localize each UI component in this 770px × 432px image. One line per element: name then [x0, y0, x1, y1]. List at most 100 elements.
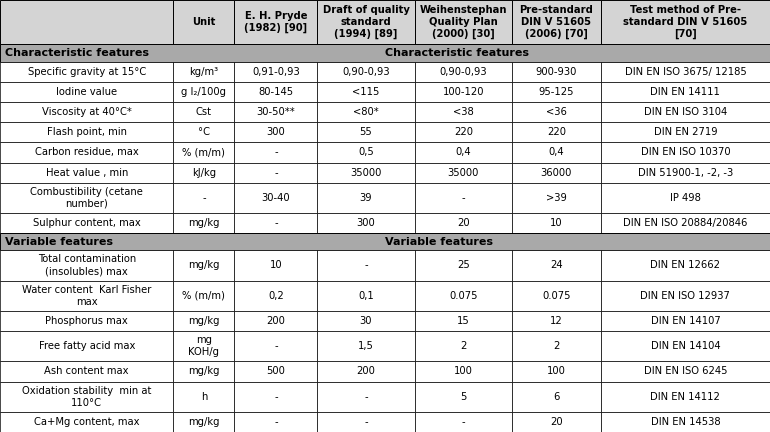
Text: kJ/kg: kJ/kg [192, 168, 216, 178]
Text: % (m/m): % (m/m) [182, 147, 226, 157]
Text: -: - [202, 193, 206, 203]
Text: <115: <115 [352, 87, 380, 97]
Text: 300: 300 [266, 127, 285, 137]
Bar [173, 122, 234, 142]
Bar [317, 142, 414, 162]
Text: 30: 30 [360, 316, 372, 326]
Text: 12: 12 [550, 316, 563, 326]
Text: Combustibility (cetane
number): Combustibility (cetane number) [30, 187, 143, 209]
Bar [0, 183, 173, 213]
Text: DIN EN ISO 3675/ 12185: DIN EN ISO 3675/ 12185 [624, 67, 746, 76]
Bar [0, 250, 173, 281]
Text: -: - [274, 147, 278, 157]
Text: DIN EN 14111: DIN EN 14111 [651, 87, 720, 97]
Text: -: - [274, 417, 278, 427]
Text: 0,5: 0,5 [358, 147, 374, 157]
Text: 100: 100 [547, 366, 566, 376]
Text: 35000: 35000 [350, 168, 382, 178]
Bar [601, 142, 770, 162]
Bar [512, 311, 601, 331]
Bar [601, 213, 770, 233]
Text: -: - [461, 417, 465, 427]
Text: % (m/m): % (m/m) [182, 291, 226, 301]
Text: DIN EN ISO 3104: DIN EN ISO 3104 [644, 107, 727, 117]
Bar [317, 311, 414, 331]
Text: 0,90-0,93: 0,90-0,93 [440, 67, 487, 76]
Text: Characteristic features: Characteristic features [5, 48, 149, 58]
Text: Sulphur content, max: Sulphur content, max [33, 218, 141, 228]
Bar [173, 412, 234, 432]
Bar [234, 183, 317, 213]
Bar [0, 213, 173, 233]
Text: 200: 200 [357, 366, 376, 376]
Bar [601, 381, 770, 412]
Text: 2: 2 [553, 341, 560, 351]
Text: 0,91-0,93: 0,91-0,93 [252, 67, 300, 76]
Bar [414, 102, 512, 122]
Bar [512, 62, 601, 82]
Text: 900-930: 900-930 [536, 67, 577, 76]
Bar [0, 381, 173, 412]
Text: 95-125: 95-125 [538, 87, 574, 97]
Bar [173, 82, 234, 102]
Text: h: h [201, 392, 207, 402]
Text: Specific gravity at 15°C: Specific gravity at 15°C [28, 67, 146, 76]
Text: Viscosity at 40°C*: Viscosity at 40°C* [42, 107, 132, 117]
Text: 500: 500 [266, 366, 285, 376]
Text: -: - [274, 218, 278, 228]
Text: DIN EN 14107: DIN EN 14107 [651, 316, 720, 326]
Bar [173, 162, 234, 183]
Bar [317, 162, 414, 183]
Bar [0, 361, 173, 381]
Bar [414, 311, 512, 331]
Bar [512, 162, 601, 183]
Text: DIN EN ISO 20884/20846: DIN EN ISO 20884/20846 [623, 218, 748, 228]
Bar [317, 62, 414, 82]
Text: Weihenstephan
Quality Plan
(2000) [30]: Weihenstephan Quality Plan (2000) [30] [420, 5, 507, 39]
Text: 10: 10 [270, 260, 282, 270]
Text: -: - [364, 260, 368, 270]
Bar [234, 281, 317, 311]
Text: mg/kg: mg/kg [188, 316, 219, 326]
Text: 20: 20 [457, 218, 470, 228]
Text: Free fatty acid max: Free fatty acid max [38, 341, 135, 351]
Bar [0, 142, 173, 162]
Bar [234, 311, 317, 331]
Bar [234, 381, 317, 412]
Text: E. H. Pryde
(1982) [90]: E. H. Pryde (1982) [90] [244, 11, 307, 33]
Text: 1,5: 1,5 [358, 341, 374, 351]
Bar [234, 412, 317, 432]
Text: 220: 220 [547, 127, 566, 137]
Bar [601, 102, 770, 122]
Text: >39: >39 [546, 193, 567, 203]
Bar [0, 44, 770, 62]
Text: 220: 220 [454, 127, 473, 137]
Text: 0,1: 0,1 [358, 291, 374, 301]
Bar [173, 331, 234, 361]
Bar [601, 250, 770, 281]
Bar [601, 82, 770, 102]
Text: DIN EN 12662: DIN EN 12662 [651, 260, 721, 270]
Text: 36000: 36000 [541, 168, 572, 178]
Bar [0, 102, 173, 122]
Bar [414, 0, 512, 44]
Bar [173, 213, 234, 233]
Bar [173, 311, 234, 331]
Text: <38: <38 [453, 107, 474, 117]
Text: mg/kg: mg/kg [188, 218, 219, 228]
Text: 0.075: 0.075 [542, 291, 571, 301]
Text: -: - [461, 193, 465, 203]
Text: Test method of Pre-
standard DIN V 51605
[70]: Test method of Pre- standard DIN V 51605… [623, 5, 748, 39]
Bar [601, 183, 770, 213]
Text: 30-50**: 30-50** [256, 107, 295, 117]
Text: 10: 10 [550, 218, 563, 228]
Text: -: - [274, 392, 278, 402]
Text: Draft of quality
standard
(1994) [89]: Draft of quality standard (1994) [89] [323, 5, 410, 39]
Text: Characteristic features: Characteristic features [385, 48, 529, 58]
Bar [601, 281, 770, 311]
Bar [0, 331, 173, 361]
Bar [601, 331, 770, 361]
Bar [414, 361, 512, 381]
Bar [512, 102, 601, 122]
Text: 30-40: 30-40 [262, 193, 290, 203]
